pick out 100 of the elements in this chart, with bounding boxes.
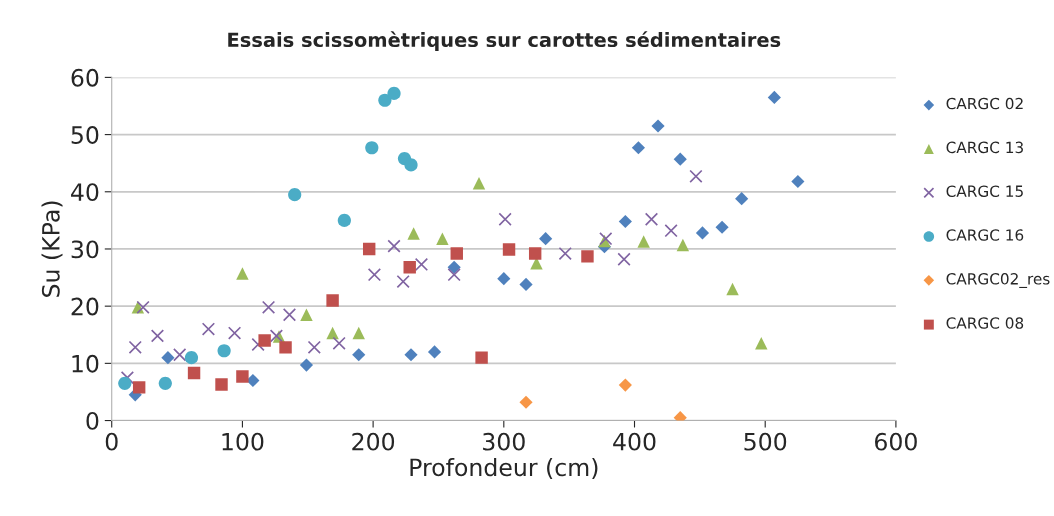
point (337, 213, 351, 227)
point (236, 267, 249, 280)
point (227, 326, 242, 340)
point (184, 351, 199, 365)
point (618, 378, 632, 392)
point (767, 90, 781, 104)
x-axis-title: Profondeur (cm) (410, 457, 598, 480)
point (279, 341, 292, 354)
point (332, 336, 346, 350)
point (436, 232, 449, 245)
legend-label: CARGC 08 (946, 317, 1024, 329)
point (404, 158, 418, 172)
point (618, 214, 632, 229)
point (387, 86, 401, 100)
y-tick-label: 10 (72, 354, 99, 373)
legend-label: CARGC 15 (946, 185, 1023, 197)
point (637, 235, 650, 248)
point (307, 340, 321, 354)
point (288, 188, 302, 202)
point (352, 348, 366, 362)
point (300, 308, 313, 321)
point (173, 348, 187, 362)
point (282, 308, 297, 322)
y-tick-label: 20 (71, 297, 99, 316)
chart-title: Essais scissomètriques sur carottes sédimentaires (228, 31, 781, 51)
point (450, 247, 463, 260)
point (631, 141, 646, 155)
point (150, 329, 165, 343)
y-tick-label: 50 (71, 126, 99, 144)
point (502, 243, 516, 256)
point (447, 260, 461, 274)
point (447, 268, 461, 282)
point (362, 242, 376, 256)
x-tick-label: 200 (352, 432, 395, 451)
point (352, 326, 365, 340)
point (726, 282, 739, 296)
point (120, 371, 135, 385)
point (136, 300, 150, 314)
point (261, 300, 276, 314)
y-tick-label: 60 (71, 68, 99, 87)
point (217, 344, 231, 358)
point (365, 141, 379, 155)
point (378, 93, 392, 107)
point (475, 351, 488, 364)
x-tick-label: 0 (105, 432, 118, 451)
y-axis-title: Su (KPa) (41, 201, 63, 297)
point (367, 268, 382, 282)
point (251, 337, 265, 352)
x-tick-label: 600 (875, 432, 917, 451)
point (519, 395, 533, 409)
point (299, 358, 314, 372)
x-tick-label: 500 (744, 432, 787, 451)
point (664, 224, 678, 238)
point (414, 257, 429, 272)
x-tick-label: 100 (222, 432, 264, 451)
point (215, 378, 228, 391)
point (407, 227, 420, 240)
point (519, 277, 533, 292)
x-tick-label: 300 (483, 432, 525, 451)
point (472, 176, 486, 190)
point (755, 337, 768, 350)
point (326, 294, 339, 307)
point (403, 261, 416, 274)
point (644, 212, 659, 226)
point (118, 376, 132, 390)
point (128, 340, 142, 354)
point (326, 326, 339, 340)
point (528, 247, 542, 260)
point (715, 220, 729, 234)
point (791, 174, 805, 189)
point (651, 119, 665, 133)
point (132, 381, 146, 394)
point (404, 348, 418, 362)
point (258, 334, 271, 347)
point (396, 274, 410, 289)
point (236, 370, 249, 383)
point (161, 351, 175, 365)
x-tick-label: 400 (613, 432, 656, 451)
point (689, 169, 703, 183)
y-tick-label: 0 (86, 411, 99, 430)
point (187, 366, 201, 380)
point (158, 376, 172, 390)
legend-label: CARGC 13 (946, 141, 1023, 154)
legend-label: CARGC 02 (946, 97, 1023, 110)
point (695, 226, 710, 240)
point (581, 250, 594, 263)
point (676, 238, 690, 252)
y-tick-label: 30 (71, 240, 99, 259)
point (497, 272, 511, 286)
legend-label: CARGC 16 (946, 229, 1024, 241)
point (558, 246, 572, 261)
point (387, 239, 401, 253)
y-tick-label: 40 (71, 183, 99, 202)
point (427, 345, 442, 359)
point (201, 322, 216, 336)
legend-label: CARGC02_res (946, 273, 1050, 288)
point (498, 212, 512, 226)
point (735, 192, 749, 206)
point (539, 232, 553, 246)
point (617, 252, 631, 266)
